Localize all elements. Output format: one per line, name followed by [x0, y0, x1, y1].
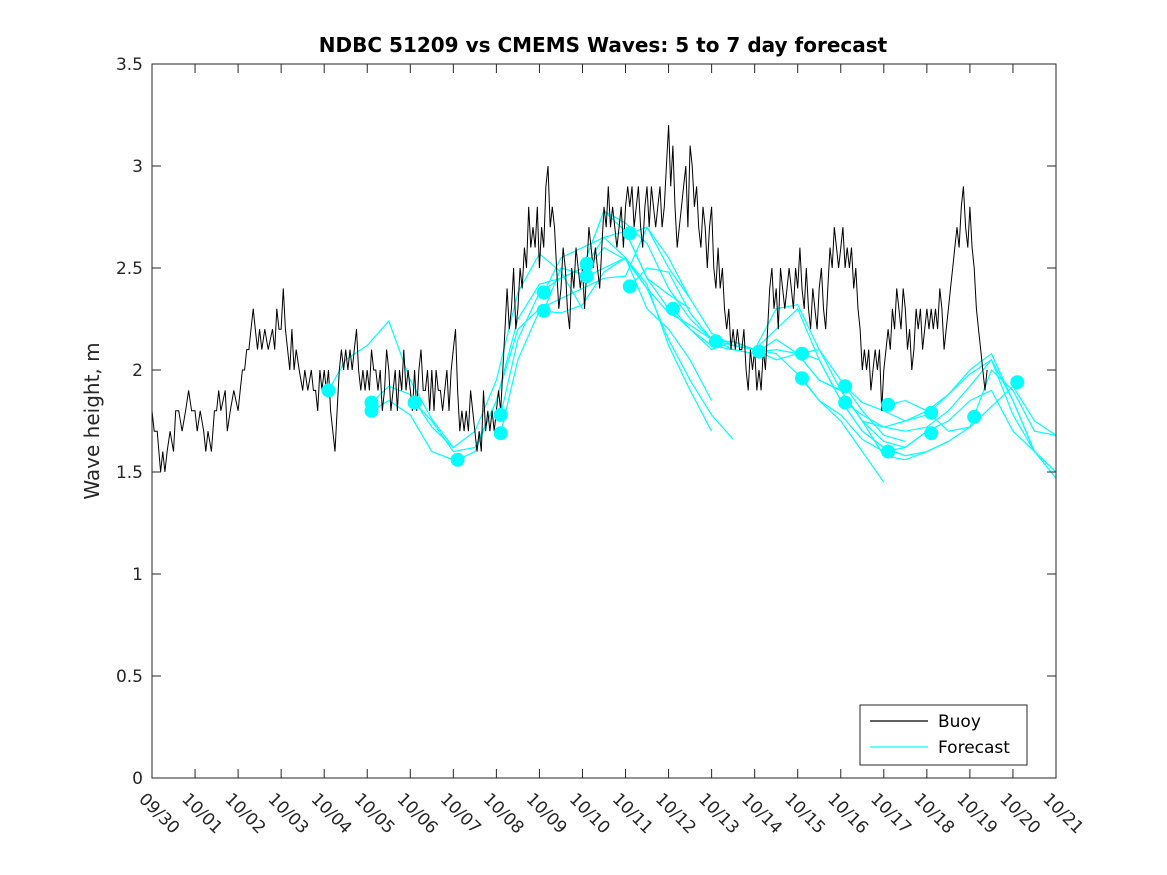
x-tick-label-0: 09/30: [134, 789, 183, 838]
forecast-marker-5: [493, 407, 508, 422]
y-tick-label-7: 3.5: [116, 55, 143, 75]
forecast-line-13: [672, 304, 906, 442]
y-tick-label-1: 0.5: [116, 667, 143, 687]
forecast-marker-14: [708, 334, 723, 349]
x-tick-label-20: 10/20: [995, 789, 1044, 838]
buoy-line: [151, 125, 988, 473]
x-tick-label-19: 10/19: [952, 789, 1001, 838]
forecast-marker-6: [493, 426, 508, 441]
y-tick-label-0: 0: [132, 769, 143, 789]
forecast-line-20: [887, 358, 1057, 473]
forecast-marker-18: [838, 395, 853, 410]
x-tick-label-13: 10/13: [694, 789, 743, 838]
series-layer: [151, 125, 1057, 483]
x-tick-label-18: 10/18: [909, 789, 958, 838]
y-axis-label: Wave height, m: [80, 342, 104, 499]
forecast-marker-16: [795, 346, 809, 361]
forecast-line-0: [327, 319, 454, 448]
x-tick-label-4: 10/04: [307, 789, 356, 838]
y-tick-label-5: 2.5: [116, 259, 143, 279]
x-tick-label-3: 10/03: [264, 789, 313, 838]
forecast-marker-15: [752, 344, 766, 359]
x-tick-label-1: 10/01: [178, 789, 227, 838]
y-tick-label-6: 3: [132, 157, 143, 177]
forecast-marker-4: [450, 452, 465, 467]
forecast-marker-7: [536, 303, 551, 318]
legend-label-1: Forecast: [938, 738, 1010, 758]
forecast-marker-10: [579, 269, 594, 284]
forecast-marker-21: [881, 444, 896, 459]
y-tick-label-2: 1: [132, 565, 143, 585]
forecast-marker-12: [622, 226, 637, 241]
x-tick-label-10: 10/10: [565, 789, 614, 838]
chart-title: NDBC 51209 vs CMEMS Waves: 5 to 7 day fo…: [319, 33, 888, 57]
forecast-line-10: [586, 257, 734, 347]
x-tick-label-8: 10/08: [479, 789, 528, 838]
forecast-marker-2: [364, 403, 379, 418]
forecast-marker-13: [665, 301, 680, 316]
forecast-marker-9: [579, 256, 594, 271]
forecast-marker-11: [622, 279, 637, 294]
x-tick-label-17: 10/17: [866, 789, 915, 838]
x-tick-label-5: 10/05: [350, 789, 399, 838]
forecast-line-4: [457, 225, 691, 461]
x-tick-label-6: 10/06: [393, 789, 442, 838]
forecast-marker-23: [924, 405, 939, 420]
x-tick-label-14: 10/14: [737, 789, 786, 838]
x-tick-label-11: 10/11: [608, 789, 657, 838]
forecast-line-14: [715, 340, 928, 449]
legend: Buoy Forecast: [859, 704, 1028, 766]
y-tick-label-4: 2: [132, 361, 143, 381]
forecast-marker-19: [838, 379, 853, 394]
forecast-marker-24: [967, 409, 982, 424]
forecast-marker-17: [795, 371, 809, 386]
x-tick-label-12: 10/12: [651, 789, 700, 838]
x-tick-label-7: 10/07: [436, 789, 485, 838]
forecast-line-5: [500, 210, 734, 416]
x-tick-label-9: 10/09: [522, 789, 571, 838]
legend-box: [859, 704, 1028, 766]
x-tick-label-15: 10/15: [780, 789, 829, 838]
x-tick-label-16: 10/16: [823, 789, 872, 838]
forecast-marker-3: [407, 395, 422, 410]
forecast-line-15: [758, 348, 949, 461]
x-tick-label-21: 10/21: [1038, 789, 1087, 838]
forecast-marker-20: [881, 397, 896, 412]
forecast-marker-0: [321, 383, 336, 398]
legend-label-0: Buoy: [938, 712, 981, 732]
plot-area: [152, 64, 1056, 778]
forecast-line-6: [500, 256, 713, 434]
axes-box: [151, 63, 1057, 779]
forecast-marker-25: [1010, 375, 1025, 390]
forecast-marker-22: [924, 426, 939, 441]
forecast-marker-8: [536, 285, 551, 300]
x-tick-label-2: 10/02: [221, 789, 270, 838]
y-tick-label-3: 1.5: [116, 463, 143, 483]
